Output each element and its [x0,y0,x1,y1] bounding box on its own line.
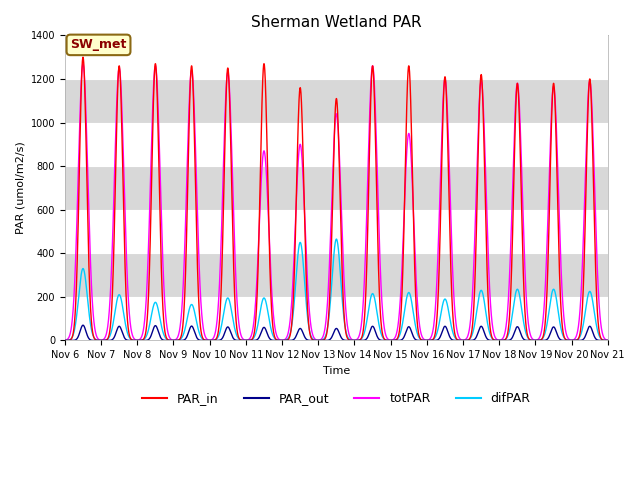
Legend: PAR_in, PAR_out, totPAR, difPAR: PAR_in, PAR_out, totPAR, difPAR [137,387,536,410]
Text: SW_met: SW_met [70,38,127,51]
Title: Sherman Wetland PAR: Sherman Wetland PAR [251,15,422,30]
Y-axis label: PAR (umol/m2/s): PAR (umol/m2/s) [15,142,25,234]
Bar [65,79,608,122]
Bar [65,166,608,210]
Bar [65,253,608,297]
X-axis label: Time: Time [323,366,350,376]
